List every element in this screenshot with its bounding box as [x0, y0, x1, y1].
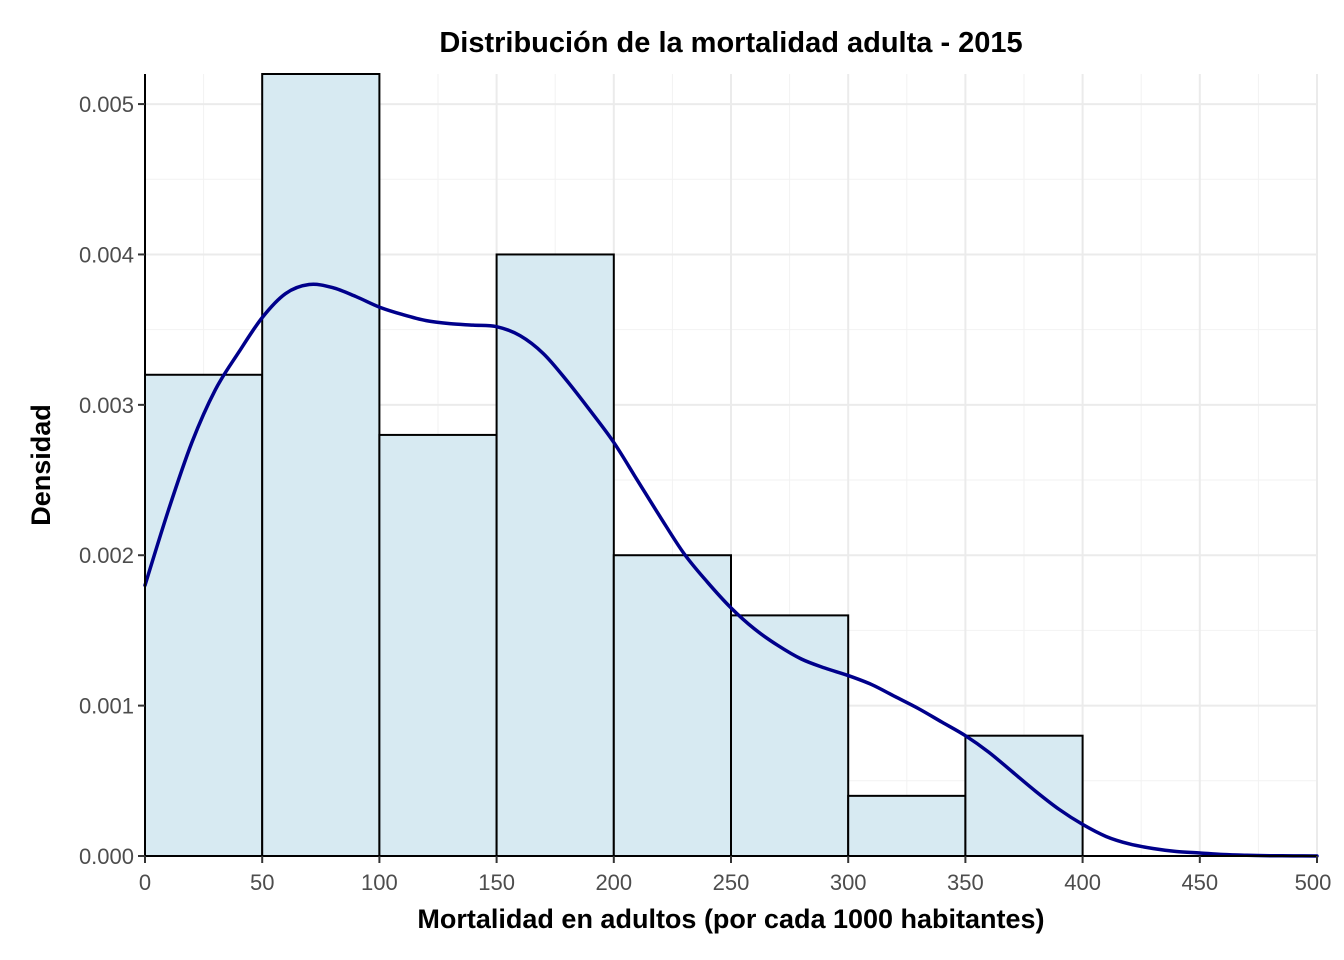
- histogram-bar: [495, 253, 615, 857]
- x-tick-label: 200: [595, 870, 632, 895]
- x-tick-label: 450: [1181, 870, 1218, 895]
- y-tick-label: 0.000: [79, 844, 134, 869]
- x-tick-label: 100: [361, 870, 398, 895]
- y-axis-ticks: 0.000 0.001 0.002 0.003 0.004 0.005: [79, 92, 145, 869]
- histogram-bar: [730, 614, 850, 858]
- x-tick-label: 50: [250, 870, 274, 895]
- density-curve-layer: [143, 282, 1319, 858]
- y-tick-label: 0.004: [79, 242, 134, 267]
- histogram-bar: [964, 734, 1084, 858]
- histogram-bar: [612, 554, 732, 857]
- histogram-bars: [144, 73, 1084, 858]
- x-tick-label: 150: [478, 870, 515, 895]
- x-axis-title: Mortalidad en adultos (por cada 1000 hab…: [417, 904, 1044, 934]
- histogram-bar: [847, 794, 967, 857]
- x-tick-label: 300: [830, 870, 867, 895]
- histogram-bar: [261, 73, 381, 857]
- x-tick-label: 0: [139, 870, 151, 895]
- y-tick-label: 0.002: [79, 543, 134, 568]
- histogram-bar: [144, 373, 264, 857]
- y-tick-label: 0.001: [79, 694, 134, 719]
- x-tick-label: 250: [713, 870, 750, 895]
- density-curve: [143, 282, 1319, 858]
- y-axis-title: Densidad: [26, 404, 56, 526]
- y-tick-label: 0.005: [79, 92, 134, 117]
- x-axis-ticks: 0 50 100 150 200 250 300 350 400 450 500: [139, 856, 1331, 895]
- x-tick-label: 350: [947, 870, 984, 895]
- y-tick-label: 0.003: [79, 393, 134, 418]
- chart-title: Distribución de la mortalidad adulta - 2…: [439, 27, 1022, 59]
- x-tick-label: 400: [1064, 870, 1101, 895]
- x-tick-label: 500: [1295, 870, 1332, 895]
- histogram-bar: [378, 433, 498, 857]
